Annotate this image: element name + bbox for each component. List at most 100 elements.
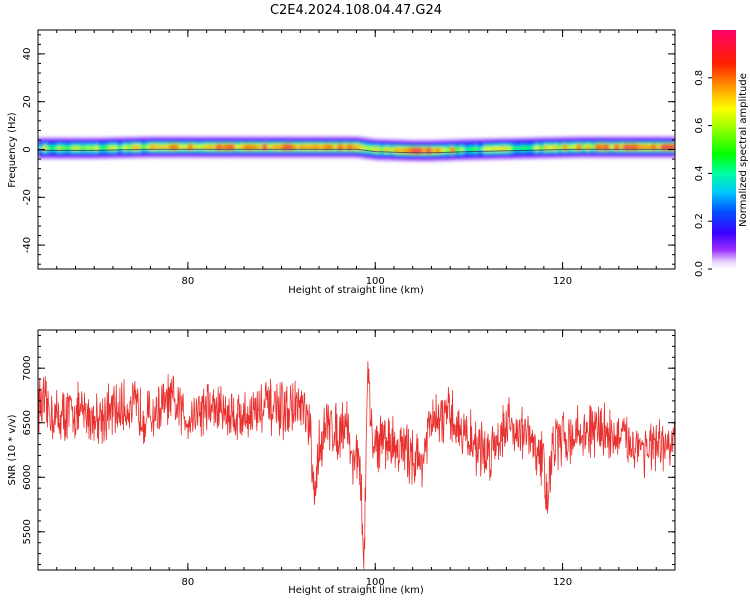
spectrogram-cell [618, 145, 625, 149]
spectrogram-cell [595, 145, 601, 149]
spectrogram-cell [506, 147, 512, 150]
spectrogram-cell [309, 145, 315, 149]
snr-y-tick-label: 5500 [22, 519, 33, 544]
spectrogram-cell [84, 146, 91, 150]
spectrogram-cell [56, 146, 63, 150]
colorbar-tick-label: 0.2 [694, 213, 705, 229]
spectrogram-cell [412, 149, 418, 153]
spectrogram-cell [431, 149, 437, 152]
spectrogram-cell [98, 146, 105, 150]
spectrogram-y-tick-label: -40 [22, 237, 33, 253]
spectrogram-cell [361, 146, 367, 150]
spectrogram-cell [141, 145, 147, 149]
spectrogram-cell [623, 145, 629, 149]
colorbar-tick-label: 0.6 [694, 118, 705, 134]
spectrogram-cell [126, 146, 133, 149]
spectrogram-cell [497, 147, 503, 151]
spectrogram-cell [164, 145, 170, 149]
spectrogram-cell [370, 147, 376, 151]
spectrogram-cell [61, 146, 67, 150]
spectrogram-cell [253, 145, 259, 149]
spectrogram-y-tick-label: -20 [22, 189, 33, 205]
spectrogram-cell [117, 146, 123, 150]
spectrogram-cell [473, 148, 479, 151]
snr-y-tick-label: 7000 [22, 355, 33, 380]
spectrogram-x-tick-label: 80 [182, 276, 195, 287]
spectrogram-cell [234, 145, 241, 149]
spectrogram-cell [178, 145, 184, 149]
spectrogram-cell [333, 145, 339, 149]
spectrogram-cell [258, 145, 264, 149]
spectrogram-cell [75, 146, 81, 150]
spectrogram-cell [183, 145, 189, 149]
spectrogram-cell [417, 149, 423, 153]
snr-ticks: 80 100 120 5500 6000 6500 7000 [22, 330, 676, 588]
spectrogram-cell [304, 145, 311, 149]
colorbar-tick-label: 0.0 [694, 261, 705, 277]
spectrogram-cell [262, 145, 269, 149]
spectrogram-cell [586, 145, 592, 149]
spectrogram-cell [351, 145, 358, 149]
colorbar-ticks: 0.0 0.2 0.4 0.6 0.8 [694, 70, 712, 277]
spectrogram-cell [52, 146, 58, 150]
spectrogram-cell [614, 145, 620, 149]
spectrogram-cell [220, 145, 226, 149]
spectrogram-cell [445, 148, 451, 152]
spectrogram-cell [347, 145, 353, 149]
spectrogram-cell [215, 145, 222, 149]
spectrogram-cell [94, 146, 100, 150]
spectrogram-cell [80, 146, 86, 150]
spectrogram-cell [42, 146, 48, 150]
spectrogram-cell [422, 149, 428, 153]
spectrogram-cell [131, 146, 137, 149]
spectrogram-cell [192, 145, 198, 149]
snr-y-label: SNR (10 * v/v) [7, 414, 18, 485]
spectrogram-cell [103, 146, 109, 150]
snr-x-label: Height of straight line (km) [288, 585, 424, 596]
snr-x-tick-label: 100 [366, 577, 385, 588]
spectrogram-cell [225, 145, 231, 149]
spectrogram-cell [553, 146, 559, 149]
spectrogram-cell [646, 145, 653, 149]
spectrogram-band [38, 136, 675, 162]
spectrogram-y-tick-label: 0 [22, 146, 33, 152]
spectrogram-cell [267, 145, 273, 149]
spectrogram-cell [169, 145, 175, 149]
spectrogram-cell [211, 145, 217, 149]
spectrogram-cell [651, 145, 657, 149]
spectrogram-cell [379, 148, 386, 152]
spectrogram-cell [567, 146, 573, 149]
spectrogram-cell [290, 145, 297, 149]
spectrogram-cell [342, 145, 348, 149]
spectrogram-cell [529, 146, 536, 150]
spectrogram-cell [244, 145, 250, 149]
spectrogram-cell [66, 146, 72, 150]
spectrogram-cell [375, 148, 381, 151]
spectrogram-x-tick-label: 120 [553, 276, 572, 287]
colorbar-scale [712, 30, 736, 269]
snr-y-tick-label: 6500 [22, 410, 33, 435]
spectrogram-cell [539, 146, 545, 150]
spectrogram-cell [155, 145, 161, 149]
spectrogram-cell [604, 145, 611, 149]
spectrogram-cell [365, 147, 372, 150]
snr-x-tick-label: 80 [182, 577, 195, 588]
spectrogram-cell [398, 148, 404, 152]
spectrogram-cell [197, 145, 203, 149]
spectrogram-y-label: Frequency (Hz) [7, 112, 18, 188]
spectrogram-cell [403, 149, 409, 152]
spectrogram-cell [665, 145, 671, 149]
spectrogram-cell [108, 146, 114, 150]
spectrogram-cell [548, 146, 554, 150]
colorbar-tick-label: 0.8 [694, 70, 705, 86]
spectrogram-cell [201, 145, 208, 149]
spectrogram-cell [492, 147, 498, 151]
spectrogram-cell [543, 146, 550, 150]
spectrogram-cell [328, 145, 334, 149]
spectrogram-cell [356, 146, 362, 149]
spectrogram-cell [159, 145, 166, 149]
spectrogram-cell [276, 145, 283, 149]
colorbar-tick-label: 0.4 [694, 165, 705, 181]
spectrogram-cell [89, 146, 95, 150]
spectrogram-cell [187, 145, 194, 149]
